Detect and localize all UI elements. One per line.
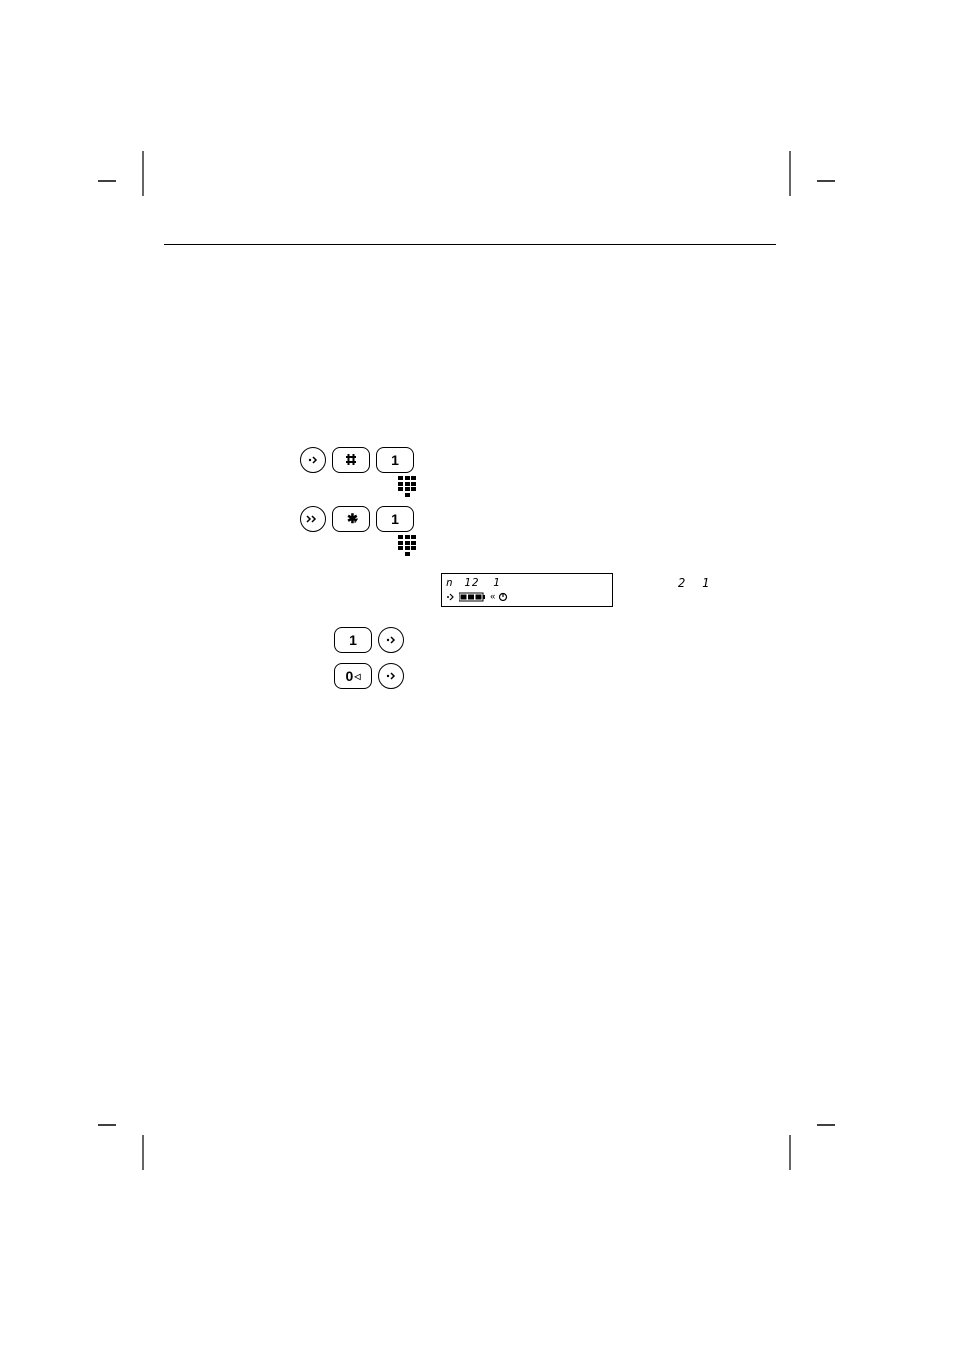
enter-key-icon-2 bbox=[378, 627, 404, 653]
battery-icon bbox=[459, 592, 487, 602]
page-digit-a: 2 bbox=[678, 576, 685, 590]
enter-key-icon bbox=[300, 447, 326, 473]
display-line-1: n 12 1 bbox=[446, 576, 608, 590]
one-key-2: 1 bbox=[376, 506, 414, 532]
header-rule bbox=[164, 244, 776, 245]
key-sequence-3: 1 bbox=[334, 627, 404, 653]
crop-mark-br bbox=[780, 1115, 835, 1170]
hash-key bbox=[332, 447, 370, 473]
zero-key: 0◁ bbox=[334, 663, 372, 689]
lcd-display: n 12 1 « bbox=[441, 573, 613, 607]
power-icon bbox=[498, 592, 508, 602]
star-key: ✱ bbox=[332, 506, 370, 532]
crop-mark-bl bbox=[98, 1115, 153, 1170]
key-sequence-4: 0◁ bbox=[334, 663, 404, 689]
enter-key-icon-3 bbox=[378, 663, 404, 689]
key-sequence-2: ✱ 1 bbox=[300, 506, 414, 532]
keypad-icon-1 bbox=[398, 476, 416, 497]
key-sequence-1: 1 bbox=[300, 447, 414, 473]
crop-mark-tl bbox=[98, 151, 153, 206]
page-digit-b: 1 bbox=[702, 576, 709, 590]
one-key-3: 1 bbox=[334, 627, 372, 653]
display-line-2: « bbox=[446, 590, 608, 604]
arrow-left-icon bbox=[446, 592, 456, 602]
page-content bbox=[164, 240, 776, 245]
one-key: 1 bbox=[376, 447, 414, 473]
keypad-icon-2 bbox=[398, 535, 416, 556]
crop-mark-tr bbox=[780, 151, 835, 206]
redial-key-icon bbox=[300, 506, 326, 532]
